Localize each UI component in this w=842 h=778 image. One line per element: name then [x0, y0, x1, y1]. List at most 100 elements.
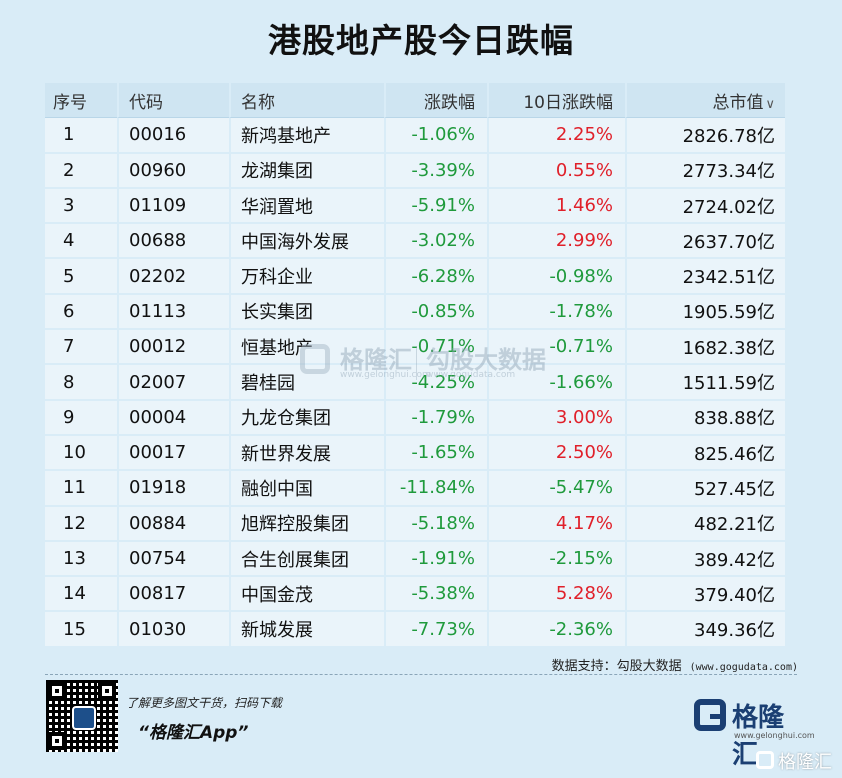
cell-name: 龙湖集团: [229, 153, 384, 189]
header-change[interactable]: 涨跌幅: [384, 83, 487, 119]
cell-code: 00754: [117, 541, 229, 578]
header-name[interactable]: 名称: [229, 83, 384, 119]
table-row[interactable]: 4 00688 中国海外发展 -3.02% 2.99% 2637.70亿: [45, 224, 785, 260]
cell-change-10d: -0.71%: [487, 330, 625, 366]
cell-code: 00817: [117, 577, 229, 613]
cell-change: -11.84%: [384, 471, 487, 507]
cell-code: 00012: [117, 330, 229, 366]
table-row[interactable]: 13 00754 合生创展集团 -1.91% -2.15% 389.42亿: [45, 541, 785, 578]
cell-seq: 4: [45, 224, 117, 260]
cell-change: -3.02%: [384, 224, 487, 260]
header-change-10d[interactable]: 10日涨跌幅: [487, 83, 625, 119]
cell-market-cap: 2342.51亿: [625, 259, 785, 295]
cell-change-10d: 2.25%: [487, 118, 625, 154]
footer-divider: [45, 674, 797, 675]
cell-change-10d: -1.78%: [487, 294, 625, 331]
cell-change: -3.39%: [384, 153, 487, 189]
cell-seq: 3: [45, 188, 117, 225]
cell-market-cap: 379.40亿: [625, 577, 785, 613]
sort-down-icon[interactable]: ∨: [765, 96, 775, 112]
table-row[interactable]: 9 00004 九龙仓集团 -1.79% 3.00% 838.88亿: [45, 400, 785, 436]
header-market-cap[interactable]: 总市值 ∨: [625, 83, 785, 119]
qr-code[interactable]: [46, 680, 118, 752]
cell-change-10d: 1.46%: [487, 188, 625, 225]
cell-seq: 13: [45, 541, 117, 578]
cell-market-cap: 1905.59亿: [625, 294, 785, 331]
cell-name: 合生创展集团: [229, 541, 384, 578]
table-row[interactable]: 5 02202 万科企业 -6.28% -0.98% 2342.51亿: [45, 259, 785, 295]
cell-change: -1.65%: [384, 435, 487, 472]
cell-seq: 11: [45, 471, 117, 507]
cell-code: 01113: [117, 294, 229, 331]
cell-change: -1.79%: [384, 400, 487, 436]
cell-seq: 15: [45, 612, 117, 648]
cell-code: 01030: [117, 612, 229, 648]
corner-watermark-text: 格隆汇: [778, 752, 832, 773]
cell-code: 00016: [117, 118, 229, 154]
table-row[interactable]: 3 01109 华润置地 -5.91% 1.46% 2724.02亿: [45, 188, 785, 225]
cell-change-10d: -2.15%: [487, 541, 625, 578]
cell-seq: 8: [45, 365, 117, 401]
cell-code: 02007: [117, 365, 229, 401]
table-row[interactable]: 12 00884 旭辉控股集团 -5.18% 4.17% 482.21亿: [45, 506, 785, 542]
cell-change-10d: 3.00%: [487, 400, 625, 436]
cell-code: 00004: [117, 400, 229, 436]
cell-change-10d: -5.47%: [487, 471, 625, 507]
cell-seq: 1: [45, 118, 117, 154]
table-row[interactable]: 8 02007 碧桂园 -4.25% -1.66% 1511.59亿: [45, 365, 785, 401]
cell-name: 新城发展: [229, 612, 384, 648]
cell-code: 00960: [117, 153, 229, 189]
cell-seq: 10: [45, 435, 117, 472]
cell-change-10d: 2.50%: [487, 435, 625, 472]
cell-name: 万科企业: [229, 259, 384, 295]
data-source-url[interactable]: (www.gogudata.com): [689, 662, 798, 673]
brand-logo-url: www.gelonghui.com: [734, 731, 815, 740]
cell-seq: 5: [45, 259, 117, 295]
cell-change: -5.18%: [384, 506, 487, 542]
cell-seq: 7: [45, 330, 117, 366]
cell-code: 00017: [117, 435, 229, 472]
cell-market-cap: 389.42亿: [625, 541, 785, 578]
header-market-cap-label: 总市值: [712, 92, 764, 113]
table-row[interactable]: 1 00016 新鸿基地产 -1.06% 2.25% 2826.78亿: [45, 118, 785, 154]
cell-market-cap: 2637.70亿: [625, 224, 785, 260]
stock-table: 序号 代码 名称 涨跌幅 10日涨跌幅 总市值 ∨ 1 00016 新鸿基地产 -1.0…: [45, 83, 785, 648]
cell-change: -4.25%: [384, 365, 487, 401]
cell-change-10d: 4.17%: [487, 506, 625, 542]
cell-code: 00688: [117, 224, 229, 260]
brand-logo-text: 格隆汇: [732, 703, 785, 770]
qr-finder-icon: [48, 682, 66, 700]
cell-name: 中国金茂: [229, 577, 384, 613]
cell-seq: 14: [45, 577, 117, 613]
cell-change: -7.73%: [384, 612, 487, 648]
cell-name: 恒基地产: [229, 330, 384, 366]
cell-name: 新鸿基地产: [229, 118, 384, 154]
cell-name: 长实集团: [229, 294, 384, 331]
table-row[interactable]: 11 01918 融创中国 -11.84% -5.47% 527.45亿: [45, 471, 785, 507]
cell-market-cap: 838.88亿: [625, 400, 785, 436]
cell-code: 00884: [117, 506, 229, 542]
cell-change: -6.28%: [384, 259, 487, 295]
cell-market-cap: 2724.02亿: [625, 188, 785, 225]
header-code[interactable]: 代码: [117, 83, 229, 119]
table-row[interactable]: 10 00017 新世界发展 -1.65% 2.50% 825.46亿: [45, 435, 785, 472]
qr-logo-icon: [72, 706, 96, 730]
cell-market-cap: 349.36亿: [625, 612, 785, 648]
table-row[interactable]: 15 01030 新城发展 -7.73% -2.36% 349.36亿: [45, 612, 785, 648]
cell-code: 01918: [117, 471, 229, 507]
table-row[interactable]: 2 00960 龙湖集团 -3.39% 0.55% 2773.34亿: [45, 153, 785, 189]
cell-seq: 6: [45, 294, 117, 331]
cell-market-cap: 2773.34亿: [625, 153, 785, 189]
cell-change: -0.71%: [384, 330, 487, 366]
corner-logo-icon: [756, 751, 774, 769]
table-row[interactable]: 7 00012 恒基地产 -0.71% -0.71% 1682.38亿: [45, 330, 785, 366]
table-row[interactable]: 6 01113 长实集团 -0.85% -1.78% 1905.59亿: [45, 294, 785, 331]
table-row[interactable]: 14 00817 中国金茂 -5.38% 5.28% 379.40亿: [45, 577, 785, 613]
cell-seq: 2: [45, 153, 117, 189]
header-seq[interactable]: 序号: [45, 83, 117, 119]
cell-name: 融创中国: [229, 471, 384, 507]
table-header-row: 序号 代码 名称 涨跌幅 10日涨跌幅 总市值 ∨: [45, 83, 785, 119]
cell-name: 新世界发展: [229, 435, 384, 472]
cell-change-10d: 2.99%: [487, 224, 625, 260]
cell-change: -1.91%: [384, 541, 487, 578]
